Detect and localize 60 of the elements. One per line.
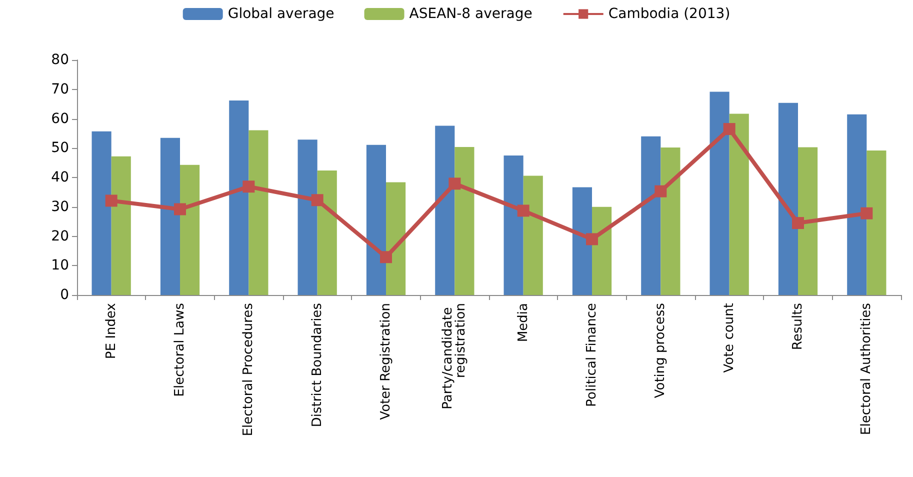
x-tick-label: Results xyxy=(790,302,806,350)
y-tick-label: 40 xyxy=(51,170,69,186)
bar xyxy=(504,155,524,295)
x-tick-label: Electoral Authorities xyxy=(859,302,874,435)
bar xyxy=(729,114,749,295)
point xyxy=(860,207,873,220)
point xyxy=(448,178,461,190)
x-tick-label: Party/candidate registration xyxy=(440,303,469,410)
bar xyxy=(229,100,249,295)
point xyxy=(311,194,324,206)
bar xyxy=(180,164,200,295)
point xyxy=(517,204,530,217)
x-tick-label: District Boundaries xyxy=(310,302,325,428)
x-tick-label: Electoral Procedures xyxy=(241,302,256,436)
bar xyxy=(366,144,386,295)
legend-label: Global average xyxy=(228,6,334,22)
bar xyxy=(111,156,131,295)
bar xyxy=(778,102,798,295)
bar xyxy=(592,206,612,295)
point xyxy=(654,185,667,198)
point xyxy=(105,194,118,207)
bar xyxy=(92,131,112,295)
y-tick-label: 50 xyxy=(51,140,69,156)
bar xyxy=(317,170,337,295)
x-tick-label: Voter Registration xyxy=(378,303,394,420)
point xyxy=(723,123,736,136)
y-tick-label: 0 xyxy=(60,287,69,303)
bar xyxy=(435,126,455,295)
point xyxy=(380,251,392,264)
x-tick-label: Voting process xyxy=(653,302,668,398)
legend-label: ASEAN-8 average xyxy=(409,6,532,22)
point xyxy=(174,203,186,216)
x-tick-label: Political Finance xyxy=(584,303,600,407)
y-tick-label: 60 xyxy=(51,110,69,127)
x-tick-label: Electoral Laws xyxy=(172,302,188,397)
bar xyxy=(454,146,474,295)
bar xyxy=(798,147,818,295)
y-tick-label: 80 xyxy=(51,52,69,68)
x-tick-label: PE Index xyxy=(104,302,119,359)
y-tick-label: 70 xyxy=(51,81,69,98)
bar xyxy=(523,176,543,295)
y-tick-label: 10 xyxy=(51,258,69,274)
bar xyxy=(298,140,318,295)
point xyxy=(242,180,255,193)
bar xyxy=(248,130,268,295)
bar xyxy=(572,187,592,295)
y-tick-label: 30 xyxy=(51,198,69,215)
bar xyxy=(641,136,661,295)
bar xyxy=(386,182,406,295)
bar xyxy=(866,150,886,295)
bar xyxy=(160,138,180,295)
bar xyxy=(660,148,680,295)
bar xyxy=(710,92,730,295)
bar xyxy=(847,114,867,295)
y-tick-label: 20 xyxy=(51,228,69,244)
x-tick-label: Vote count xyxy=(722,303,737,373)
point xyxy=(792,217,804,230)
legend-label: Cambodia (2013) xyxy=(608,6,730,22)
point xyxy=(586,233,598,246)
x-tick-label: Media xyxy=(516,303,531,342)
